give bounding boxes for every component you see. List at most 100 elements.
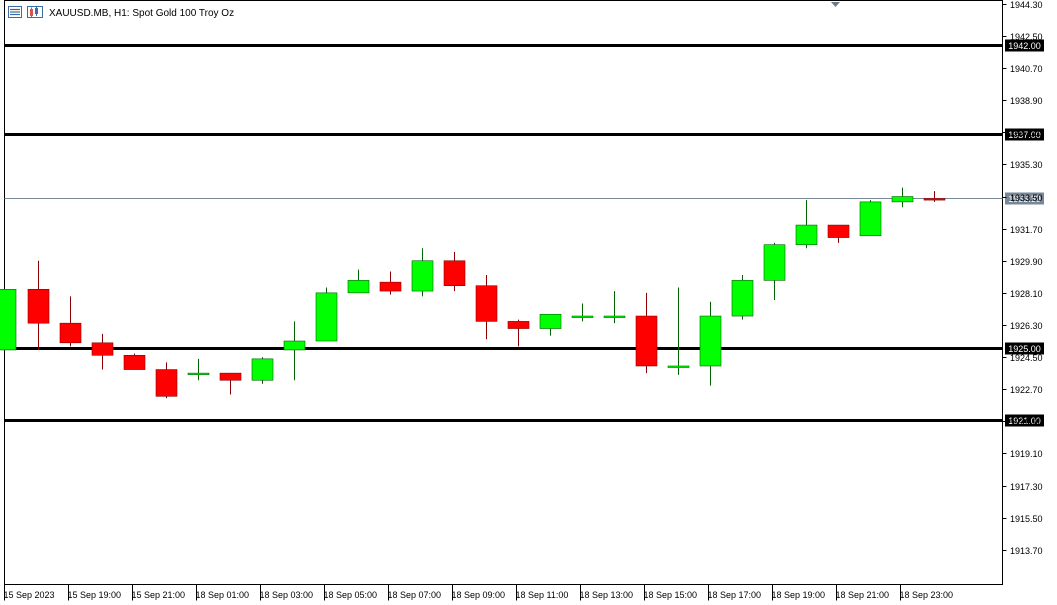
- candle-body: [603, 315, 626, 318]
- candle-body: [379, 281, 402, 292]
- level-price-label: 1921.00: [1008, 416, 1041, 426]
- candle[interactable]: [731, 275, 754, 320]
- candle[interactable]: [59, 296, 82, 347]
- candle[interactable]: [315, 287, 338, 342]
- y-axis-label: 1935.30: [1010, 160, 1043, 170]
- y-axis-label: 1926.30: [1010, 321, 1043, 331]
- x-axis-label: 18 Sep 13:00: [580, 590, 634, 600]
- candle[interactable]: [379, 271, 402, 295]
- chart-type-icon[interactable]: [27, 6, 43, 18]
- level-price-tag: [1005, 128, 1044, 141]
- candle-body: [859, 201, 882, 237]
- candle[interactable]: [91, 333, 114, 370]
- candle-body: [635, 315, 658, 367]
- x-axis-label: 18 Sep 21:00: [836, 590, 890, 600]
- y-axis-label: 1942.50: [1010, 32, 1043, 42]
- candle[interactable]: [219, 372, 242, 395]
- y-axis-label: 1913.70: [1010, 546, 1043, 556]
- candle-body: [763, 244, 786, 281]
- candle[interactable]: [155, 362, 178, 399]
- x-axis-label: 18 Sep 01:00: [196, 590, 250, 600]
- candle-body: [411, 260, 434, 292]
- candle-body: [251, 358, 274, 381]
- candle[interactable]: [443, 251, 466, 292]
- level-price-label: 1937.00: [1008, 130, 1041, 140]
- candle-body: [699, 315, 722, 367]
- candle[interactable]: [827, 224, 850, 243]
- candle[interactable]: [123, 353, 146, 370]
- candle-body: [123, 354, 146, 370]
- candle-body: [187, 372, 210, 375]
- level-price-label: 1925.00: [1008, 344, 1041, 354]
- candle-body: [155, 369, 178, 397]
- candle[interactable]: [891, 187, 914, 208]
- y-axis-label: 1920.90: [1010, 417, 1043, 427]
- candle[interactable]: [507, 319, 530, 347]
- candle-body: [0, 288, 17, 351]
- candle[interactable]: [763, 242, 786, 300]
- y-axis-label: 1933.50: [1010, 193, 1043, 203]
- x-axis-label: 15 Sep 2023: [4, 590, 55, 600]
- x-axis-label: 15 Sep 21:00: [132, 590, 186, 600]
- y-axis-label: 1917.30: [1010, 482, 1043, 492]
- candle[interactable]: [0, 288, 17, 351]
- chart-menu-icon[interactable]: [8, 6, 22, 18]
- candle[interactable]: [411, 248, 434, 297]
- level-price-tag: [1005, 39, 1044, 52]
- x-axis-label: 18 Sep 09:00: [452, 590, 506, 600]
- candle-body: [443, 260, 466, 287]
- x-axis-label: 18 Sep 03:00: [260, 590, 314, 600]
- candle[interactable]: [251, 357, 274, 384]
- candle-body: [219, 372, 242, 381]
- y-axis-label: 1937.10: [1010, 128, 1043, 138]
- y-axis-label: 1940.70: [1010, 64, 1043, 74]
- bid-price-label: 1933.39: [1008, 194, 1041, 204]
- candle-body: [91, 342, 114, 356]
- candle[interactable]: [635, 292, 658, 374]
- candle[interactable]: [27, 260, 50, 350]
- candle[interactable]: [603, 291, 626, 324]
- candle[interactable]: [699, 301, 722, 386]
- candle[interactable]: [539, 313, 562, 336]
- candle-body: [667, 365, 690, 368]
- x-axis-label: 18 Sep 23:00: [900, 590, 954, 600]
- candle[interactable]: [347, 269, 370, 294]
- x-axis-label: 18 Sep 19:00: [772, 590, 826, 600]
- candle-body: [507, 321, 530, 329]
- candle[interactable]: [667, 287, 690, 375]
- y-axis-label: 1928.10: [1010, 289, 1043, 299]
- candle-body: [891, 196, 914, 203]
- y-axis-label: 1944.30: [1010, 0, 1043, 10]
- x-axis-label: 18 Sep 07:00: [388, 590, 442, 600]
- candle[interactable]: [283, 321, 306, 381]
- candle[interactable]: [795, 200, 818, 249]
- x-axis-label: 18 Sep 15:00: [644, 590, 698, 600]
- candle-body: [347, 280, 370, 294]
- x-axis-label: 18 Sep 05:00: [324, 590, 378, 600]
- y-axis-label: 1922.70: [1010, 385, 1043, 395]
- symbol-title: XAUUSD.MB, H1: Spot Gold 100 Troy Oz: [49, 8, 234, 19]
- candle-body: [283, 340, 306, 351]
- chart-shift-marker-icon[interactable]: [831, 2, 840, 7]
- candle-body: [475, 285, 498, 322]
- x-axis-label: 18 Sep 17:00: [708, 590, 762, 600]
- candle[interactable]: [923, 191, 946, 202]
- candle[interactable]: [571, 303, 594, 322]
- y-axis-label: 1915.50: [1010, 514, 1043, 524]
- level-price-tag: [1005, 342, 1044, 355]
- candle-body: [27, 288, 50, 324]
- candle-body: [571, 315, 594, 318]
- level-price-tag: [1005, 414, 1044, 427]
- candle-body: [795, 224, 818, 245]
- y-axis-label: 1931.70: [1010, 225, 1043, 235]
- candle[interactable]: [859, 200, 882, 237]
- bid-price-tag: [1005, 192, 1044, 205]
- y-axis-label: 1924.50: [1010, 353, 1043, 363]
- candle[interactable]: [187, 358, 210, 381]
- candle-body: [59, 322, 82, 344]
- candle-body: [923, 198, 946, 201]
- candle[interactable]: [475, 275, 498, 340]
- y-axis-label: 1929.90: [1010, 257, 1043, 267]
